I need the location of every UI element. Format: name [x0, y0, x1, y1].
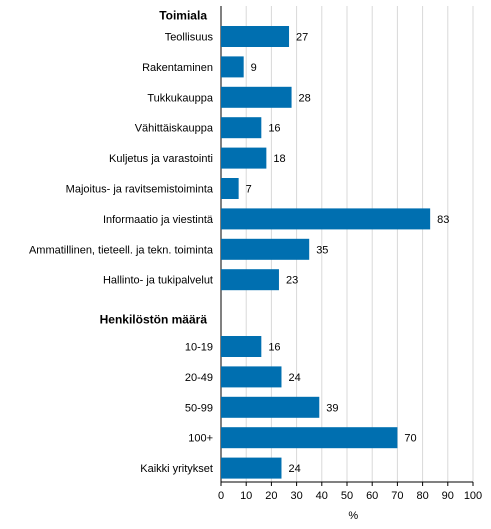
bar	[221, 56, 244, 78]
category-label: Kaikki yritykset	[140, 463, 213, 475]
category-label: Kuljetus ja varastointi	[109, 153, 213, 165]
data-label: 18	[273, 153, 285, 165]
data-label: 27	[296, 32, 308, 44]
data-label: 16	[268, 123, 280, 135]
bar	[221, 396, 320, 418]
group-title: Toimiala	[159, 9, 207, 23]
x-tick-label: 60	[366, 490, 378, 502]
bar	[221, 457, 282, 479]
data-label: 39	[326, 402, 338, 414]
x-tick-label: 10	[240, 490, 252, 502]
bars	[221, 26, 431, 479]
x-tick-label: 30	[290, 490, 302, 502]
category-label: Hallinto- ja tukipalvelut	[103, 275, 213, 287]
bar	[221, 117, 262, 139]
data-label: 7	[246, 184, 252, 196]
category-label: Ammatillinen, tieteell. ja tekn. toimint…	[29, 244, 214, 256]
category-label: Majoitus- ja ravitsemistoiminta	[66, 184, 214, 196]
x-tick-label: 50	[341, 490, 353, 502]
data-label: 24	[288, 463, 300, 475]
group-title: Henkilöstön määrä	[100, 313, 208, 327]
grid-lines	[220, 6, 474, 482]
category-label: 20-49	[185, 372, 213, 384]
data-label: 9	[251, 62, 257, 74]
data-label: 83	[437, 214, 449, 226]
bar	[221, 208, 431, 230]
labels: Toimiala 27 Teollisuus 9 Rakentaminen 28 Tukku…	[29, 9, 449, 476]
category-label: Tukkukauppa	[147, 92, 214, 104]
x-axis-ticks: 0 10 20 30 40 50 60 70 80 90 100	[218, 482, 482, 502]
data-label: 23	[286, 275, 298, 287]
bar	[221, 238, 310, 260]
bar	[221, 427, 398, 449]
x-tick-label: 20	[265, 490, 277, 502]
x-axis-label: %	[348, 510, 358, 522]
x-tick-label: 80	[416, 490, 428, 502]
bar	[221, 366, 282, 388]
data-label: 35	[316, 244, 328, 256]
bar	[221, 26, 290, 47]
bar	[221, 269, 279, 291]
x-tick-label: 100	[464, 490, 482, 502]
x-tick-label: 90	[442, 490, 454, 502]
bar	[221, 86, 292, 108]
bar	[221, 336, 262, 357]
bar	[221, 147, 267, 169]
data-label: 28	[299, 92, 311, 104]
bar	[221, 178, 239, 199]
x-tick-label: 0	[218, 490, 224, 502]
x-tick-label: 70	[391, 490, 403, 502]
category-label: 10-19	[185, 342, 213, 354]
category-label: Vähittäiskauppa	[135, 123, 214, 135]
data-label: 70	[404, 433, 416, 445]
category-label: Teollisuus	[165, 32, 214, 44]
category-label: 50-99	[185, 402, 213, 414]
category-label: 100+	[188, 433, 213, 445]
data-label: 16	[268, 342, 280, 354]
category-label: Informaatio ja viestintä	[103, 214, 214, 226]
category-label: Rakentaminen	[142, 62, 213, 74]
data-label: 24	[288, 372, 300, 384]
x-tick-label: 40	[316, 490, 328, 502]
